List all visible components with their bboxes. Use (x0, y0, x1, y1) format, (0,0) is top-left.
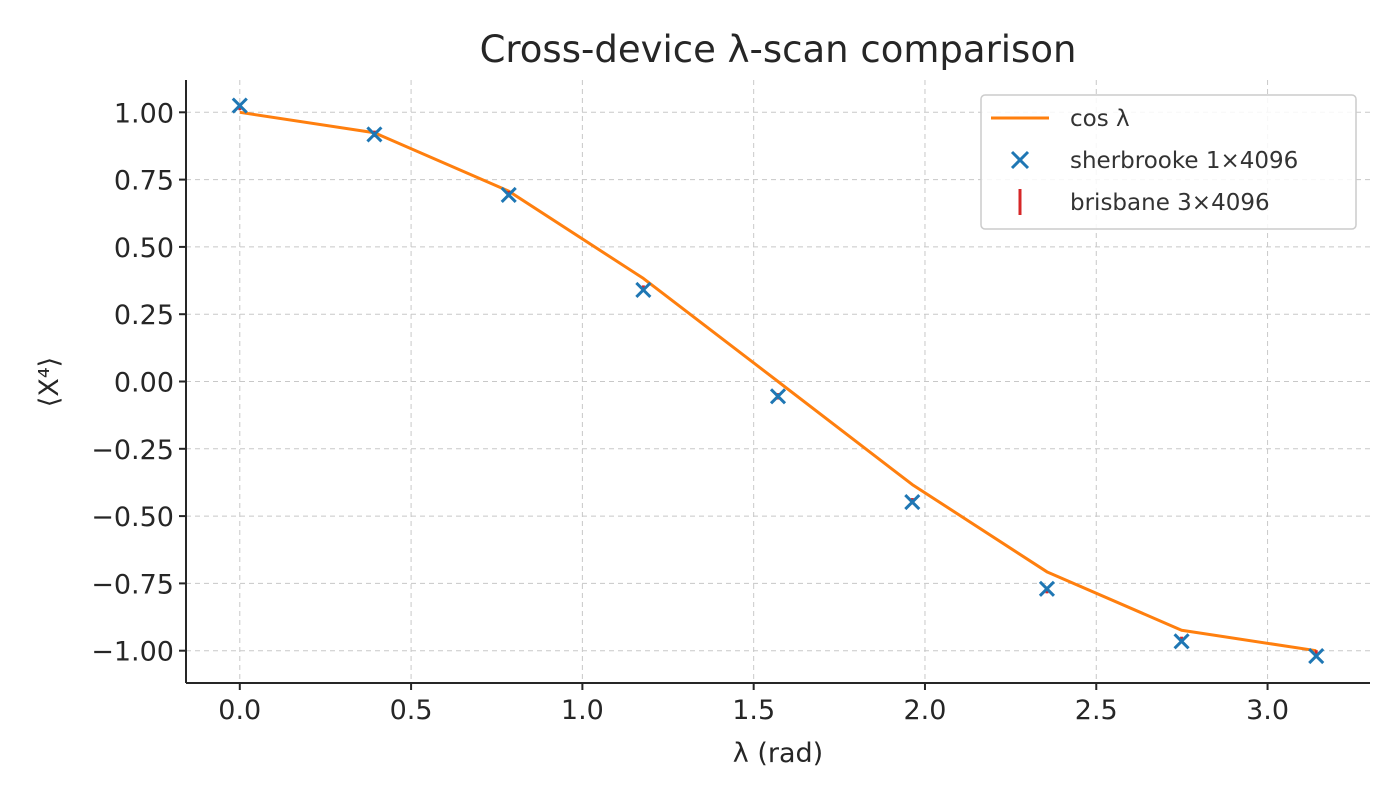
y-tick-label: −0.75 (91, 569, 174, 600)
y-tick-label: −1.00 (91, 637, 174, 668)
y-axis-title: ⟨X⁴⟩ (34, 357, 65, 407)
legend-item: brisbane 3×4096 (1018, 189, 1270, 216)
x-axis-title: λ (rad) (733, 738, 823, 769)
legend-label: brisbane 3×4096 (1070, 190, 1270, 216)
plot-area (231, 97, 1325, 665)
scatter-point (769, 388, 787, 405)
x-tick-label: 0.5 (390, 695, 433, 726)
scatter-point (231, 97, 248, 114)
x-tick-label: 1.0 (561, 695, 604, 726)
scatter-point (366, 126, 383, 143)
legend-item: sherbrooke 1×4096 (1010, 148, 1298, 174)
y-tick-label: 0.25 (114, 300, 174, 331)
legend: cos λ sherbrooke 1×4096 brisbane 3×4096 (980, 94, 1357, 230)
x-tick-label: 2.5 (1075, 695, 1118, 726)
x-tick-label: 1.5 (732, 695, 775, 726)
y-tick-label: 0.75 (114, 166, 174, 197)
legend-label: sherbrooke 1×4096 (1070, 148, 1298, 174)
legend-swatch (1010, 150, 1030, 170)
scatter-point (1308, 648, 1325, 665)
scatter-point (904, 494, 921, 511)
legend-item: cos λ (991, 106, 1130, 132)
scatter-point (500, 186, 517, 204)
series-line-0 (239, 110, 1317, 653)
legend-label: cos λ (1070, 106, 1130, 132)
y-tick-label: 0.00 (114, 368, 174, 399)
y-tick-label: −0.50 (91, 502, 174, 533)
y-axis-ticks: 1.00 0.75 0.50 0.25 0.00 −0.25 −0.50 −0.75 −1.00 (91, 98, 186, 668)
scatter-point (635, 281, 652, 299)
scatter-point (1038, 580, 1055, 597)
x-tick-label: 3.0 (1246, 695, 1289, 726)
y-tick-label: 0.50 (114, 233, 174, 264)
cos-line (239, 110, 1317, 653)
x-tick-label: 0.0 (218, 695, 261, 726)
scatter-point (1173, 633, 1190, 650)
chart-title: Cross-device λ-scan comparison (480, 28, 1077, 71)
x-tick-label: 2.0 (903, 695, 946, 726)
x-axis-ticks: 0.0 0.5 1.0 1.5 2.0 2.5 3.0 (218, 683, 1289, 726)
legend-box (980, 94, 1357, 230)
y-tick-label: 1.00 (114, 98, 174, 129)
series-scatter-1 (231, 97, 1325, 665)
y-tick-label: −0.25 (91, 435, 174, 466)
